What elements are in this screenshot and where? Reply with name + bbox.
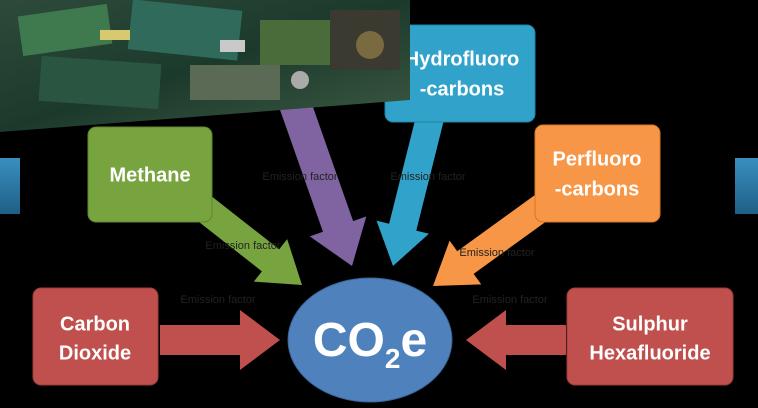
label-co2-1: Carbon (60, 313, 130, 335)
edge-label: Emission factor (459, 247, 535, 259)
label-co2-2: Dioxide (59, 342, 131, 364)
edge-label: Emission factor (180, 294, 256, 306)
label-pfc-2: -carbons (555, 178, 639, 200)
label-methane: Methane (109, 164, 190, 186)
label-pfc-1: Perfluoro (553, 148, 642, 170)
diagram: Methane Perfluoro -carbons Carbon Dioxid… (0, 0, 758, 408)
label-sf6-1: Sulphur (612, 313, 688, 335)
edge-label: Emission factor (390, 171, 466, 183)
label-hfc-1: Hydrofluoro (405, 48, 519, 70)
box-co2 (33, 288, 158, 385)
sub: 2 (385, 343, 401, 374)
co: CO (313, 314, 385, 367)
box-sf6 (567, 288, 733, 385)
edge-label: Emission factor (472, 294, 548, 306)
box-perfluoro (535, 125, 660, 222)
label-hfc-2: -carbons (420, 78, 504, 100)
edge-label: Emission factor (205, 240, 281, 252)
edge-label: Emission factor (262, 171, 338, 183)
label-sf6-2: Hexafluoride (589, 342, 710, 364)
suffix: e (400, 314, 427, 367)
center-label: CO2e (313, 314, 427, 374)
